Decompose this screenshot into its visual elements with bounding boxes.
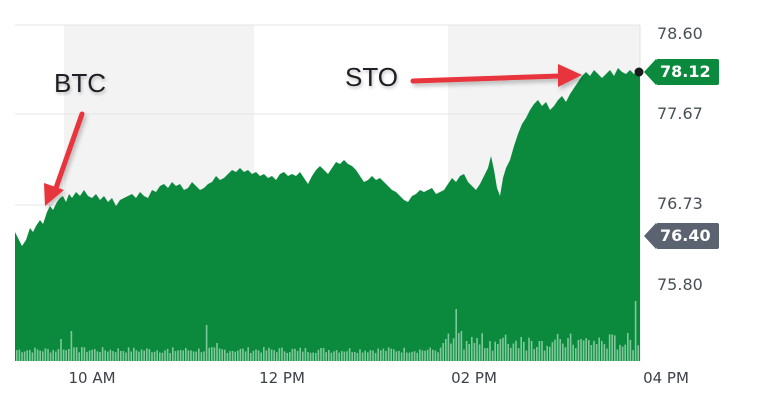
x-tick-label: 04 PM (643, 369, 689, 387)
current-price-dot (634, 67, 644, 77)
current-price-tag: 78.12 (644, 59, 719, 85)
x-tick-label: 02 PM (451, 369, 497, 387)
x-tick-label: 10 AM (68, 369, 116, 387)
btc-arrow (44, 111, 85, 206)
y-tick-label: 76.73 (657, 194, 703, 213)
y-tick-label: 75.80 (657, 275, 703, 294)
y-tick-label: 77.67 (657, 104, 703, 123)
reference-price-tag: 76.40 (644, 223, 719, 249)
x-tick-label: 12 PM (259, 369, 305, 387)
price-area (15, 68, 640, 361)
annotation-btc: BTC (54, 68, 106, 98)
annotation-sto: STO (345, 62, 398, 92)
sto-arrow (410, 64, 582, 87)
volume-bars (16, 301, 639, 361)
y-tick-label: 78.60 (657, 24, 703, 43)
